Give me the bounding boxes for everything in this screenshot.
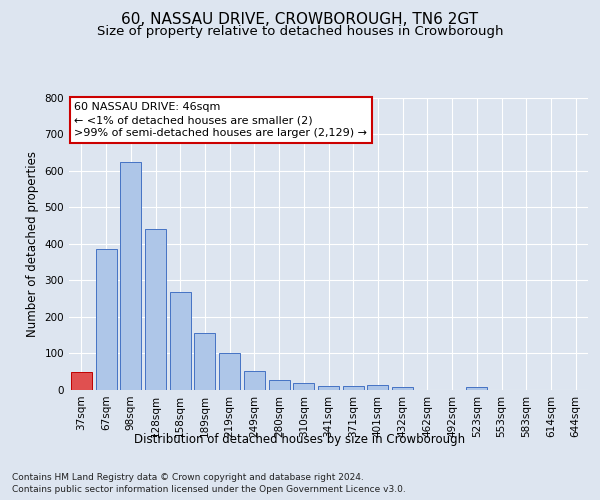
Bar (392, 388, 413, 390)
Bar (244, 371, 265, 390)
Text: Size of property relative to detached houses in Crowborough: Size of property relative to detached ho… (97, 25, 503, 38)
Bar (318, 386, 339, 390)
Text: Contains HM Land Registry data © Crown copyright and database right 2024.: Contains HM Land Registry data © Crown c… (12, 472, 364, 482)
Bar (343, 386, 364, 390)
Text: 60, NASSAU DRIVE, CROWBOROUGH, TN6 2GT: 60, NASSAU DRIVE, CROWBOROUGH, TN6 2GT (121, 12, 479, 28)
Bar (194, 334, 215, 390)
Bar (269, 380, 290, 390)
Bar (293, 382, 314, 390)
Bar (145, 229, 166, 390)
Text: Distribution of detached houses by size in Crowborough: Distribution of detached houses by size … (134, 432, 466, 446)
Text: Contains public sector information licensed under the Open Government Licence v3: Contains public sector information licen… (12, 485, 406, 494)
Bar (120, 162, 141, 390)
Bar (466, 387, 487, 390)
Bar (71, 372, 92, 390)
Y-axis label: Number of detached properties: Number of detached properties (26, 151, 39, 337)
Text: 60 NASSAU DRIVE: 46sqm
← <1% of detached houses are smaller (2)
>99% of semi-det: 60 NASSAU DRIVE: 46sqm ← <1% of detached… (74, 102, 367, 139)
Bar (219, 354, 240, 390)
Bar (170, 292, 191, 390)
Bar (95, 249, 116, 390)
Bar (367, 384, 388, 390)
